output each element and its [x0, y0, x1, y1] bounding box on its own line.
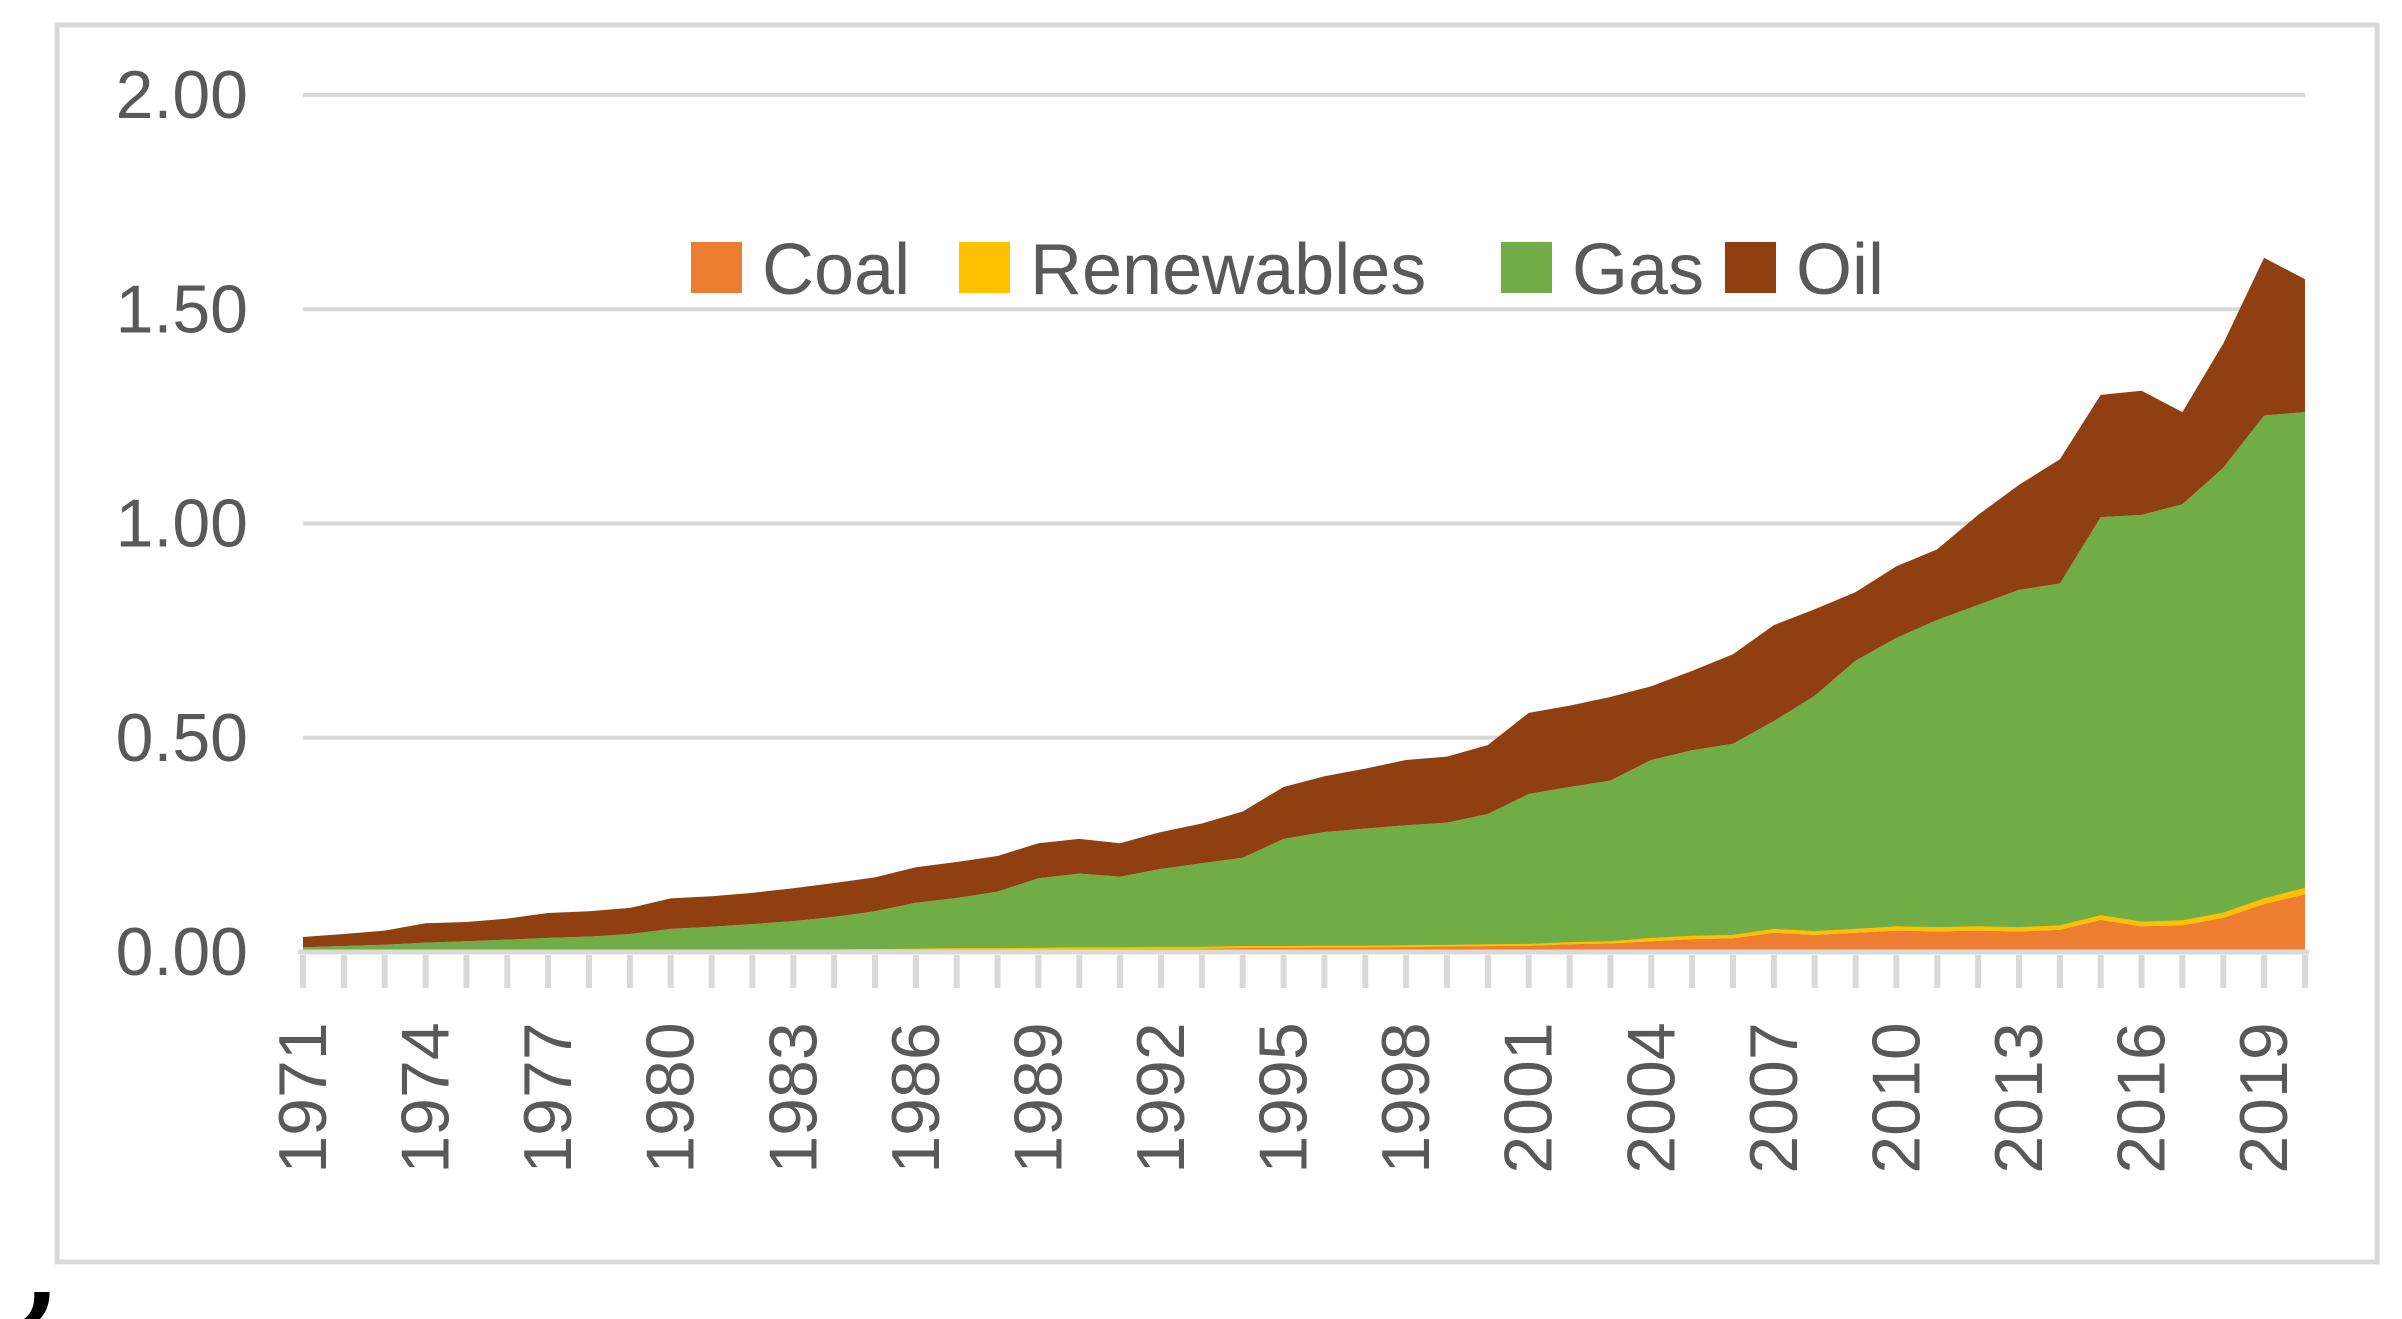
chart-frame-border	[54, 22, 2380, 1265]
legend-label-oil[interactable]: Oil	[1796, 230, 1884, 310]
legend-swatch-gas[interactable]	[1501, 242, 1552, 293]
x-tick-label-2004: 2004	[1613, 1022, 1689, 1173]
x-tick-label-1974: 1974	[388, 1022, 464, 1173]
y-tick-label-1.00: 1.00	[116, 486, 248, 562]
y-tick-label-1.50: 1.50	[116, 271, 248, 347]
y-tick-label-2.00: 2.00	[116, 57, 248, 133]
x-tick-label-1992: 1992	[1123, 1022, 1199, 1173]
x-tick-label-2001: 2001	[1491, 1022, 1567, 1173]
legend-swatch-oil[interactable]	[1725, 242, 1776, 293]
x-tick-label-1977: 1977	[510, 1022, 586, 1173]
legend-label-renewables[interactable]: Renewables	[1030, 230, 1426, 310]
legend-label-gas[interactable]: Gas	[1572, 230, 1704, 310]
x-tick-label-1995: 1995	[1246, 1022, 1322, 1173]
x-tick-label-1983: 1983	[755, 1022, 831, 1173]
x-tick-label-2013: 2013	[1981, 1022, 2057, 1173]
area-coal	[303, 894, 2305, 952]
x-tick-label-2007: 2007	[1736, 1022, 1812, 1173]
x-tick-label-2016: 2016	[2104, 1022, 2180, 1173]
x-tick-label-1989: 1989	[1000, 1022, 1076, 1173]
x-tick-label-1980: 1980	[633, 1022, 709, 1173]
x-tick-label-1986: 1986	[878, 1022, 954, 1173]
x-tick-label-2019: 2019	[2226, 1022, 2302, 1173]
area-oil	[303, 257, 2305, 948]
legend-swatch-coal[interactable]	[691, 242, 742, 293]
area-gas	[303, 412, 2305, 951]
x-tick-label-1971: 1971	[265, 1022, 341, 1173]
legend-swatch-renewables[interactable]	[959, 242, 1010, 293]
y-tick-label-0.00: 0.00	[116, 914, 248, 990]
stray-comma: ,	[22, 1206, 61, 1319]
y-tick-label-0.50: 0.50	[116, 700, 248, 776]
legend-label-coal[interactable]: Coal	[762, 230, 910, 310]
x-tick-label-2010: 2010	[1858, 1022, 1934, 1173]
x-tick-label-1998: 1998	[1368, 1022, 1444, 1173]
